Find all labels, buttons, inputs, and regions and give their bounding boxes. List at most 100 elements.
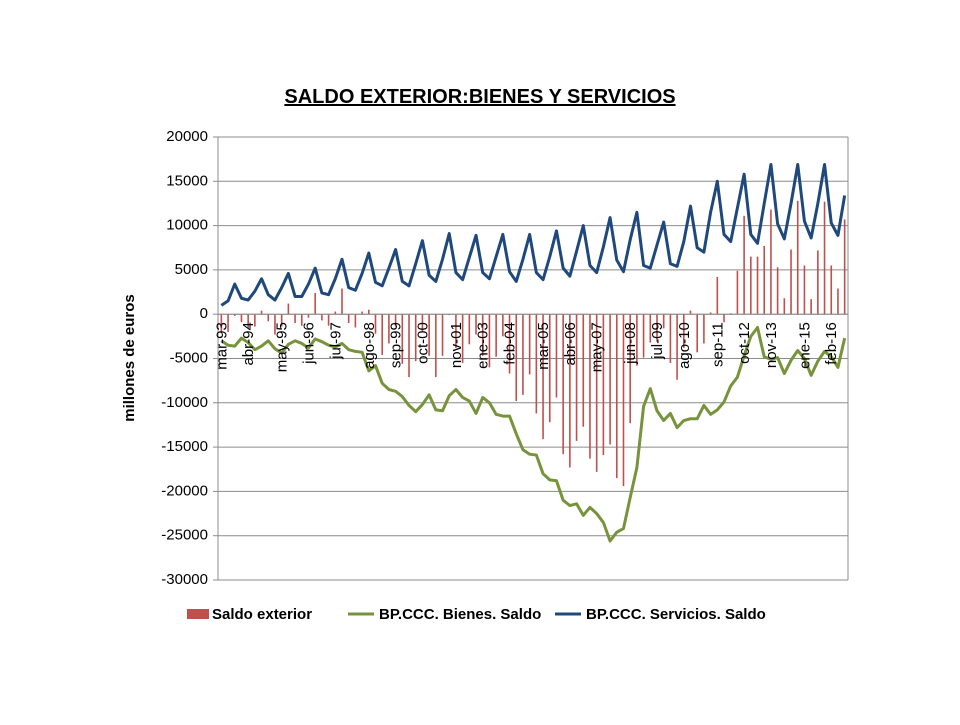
x-tick-label: ago-98 bbox=[361, 322, 378, 369]
bar bbox=[817, 250, 819, 315]
legend-label: BP.CCC. Bienes. Saldo bbox=[379, 606, 541, 623]
bar bbox=[220, 314, 223, 332]
bar bbox=[696, 314, 699, 353]
bar bbox=[595, 314, 598, 472]
y-tick-label: 0 bbox=[200, 305, 208, 322]
line-series bbox=[220, 162, 847, 307]
bar bbox=[495, 314, 497, 357]
bar bbox=[615, 314, 618, 479]
x-tick-label: mar-93 bbox=[213, 322, 230, 370]
bar bbox=[830, 265, 833, 315]
bar bbox=[374, 314, 377, 334]
y-tick-label: -15000 bbox=[161, 438, 208, 455]
x-tick-label: sep-99 bbox=[388, 322, 405, 368]
bar bbox=[254, 314, 256, 327]
bar bbox=[408, 314, 410, 378]
bar bbox=[575, 314, 578, 441]
bar bbox=[388, 314, 390, 344]
legend-label: BP.CCC. Servicios. Saldo bbox=[586, 606, 766, 623]
bar bbox=[810, 299, 812, 315]
bar bbox=[629, 314, 631, 424]
bar bbox=[354, 314, 357, 328]
x-tick-label: jul-09 bbox=[649, 322, 666, 360]
x-tick-label: feb-16 bbox=[823, 322, 840, 365]
bar bbox=[796, 200, 799, 315]
bar bbox=[703, 314, 705, 344]
bar bbox=[716, 276, 719, 315]
bar bbox=[414, 314, 417, 362]
x-tick-label: jun-08 bbox=[622, 322, 639, 365]
bar bbox=[468, 314, 471, 345]
bar bbox=[240, 314, 243, 323]
bar bbox=[803, 265, 806, 315]
bar bbox=[455, 314, 457, 348]
bar bbox=[823, 201, 826, 315]
bar bbox=[381, 314, 384, 355]
bar bbox=[689, 310, 692, 315]
y-tick-label: 10000 bbox=[166, 217, 208, 234]
x-tick-label: jun-96 bbox=[300, 322, 317, 365]
legend-swatch bbox=[187, 609, 209, 619]
bar bbox=[589, 314, 591, 459]
bar bbox=[622, 314, 625, 487]
bar bbox=[435, 314, 437, 378]
x-tick-label: abr-94 bbox=[240, 322, 257, 365]
bar bbox=[662, 314, 665, 329]
bar bbox=[649, 314, 652, 343]
x-tick-label: ene-03 bbox=[475, 322, 492, 369]
x-tick-label: sep-11 bbox=[709, 322, 726, 367]
bar bbox=[582, 314, 585, 427]
bar bbox=[475, 314, 477, 335]
bar bbox=[334, 311, 337, 315]
x-tick-label: nov-01 bbox=[448, 322, 465, 368]
bar bbox=[260, 310, 263, 315]
x-tick-label: ago-10 bbox=[676, 322, 693, 369]
bar bbox=[314, 292, 316, 315]
y-tick-label: -10000 bbox=[161, 394, 208, 411]
bar bbox=[327, 314, 330, 326]
bar bbox=[247, 314, 249, 329]
bar bbox=[555, 314, 558, 398]
y-tick-label: 20000 bbox=[166, 128, 208, 145]
x-tick-label: jul-97 bbox=[327, 322, 344, 360]
x-tick-label: ene-15 bbox=[796, 322, 813, 369]
bar bbox=[656, 314, 658, 342]
bar bbox=[461, 314, 464, 363]
bar bbox=[669, 314, 672, 363]
bar bbox=[535, 314, 538, 414]
bar bbox=[569, 314, 571, 468]
bar bbox=[441, 314, 444, 356]
y-tick-label: -25000 bbox=[161, 527, 208, 544]
bar bbox=[776, 267, 779, 315]
x-tick-label: feb-04 bbox=[502, 322, 519, 365]
bar bbox=[401, 314, 404, 364]
bar bbox=[428, 314, 430, 356]
bar bbox=[642, 314, 645, 358]
bar bbox=[488, 314, 491, 368]
bar bbox=[347, 314, 350, 324]
x-tick-label: may-95 bbox=[274, 322, 291, 372]
bar bbox=[743, 215, 745, 315]
y-tick-label: 5000 bbox=[175, 261, 208, 278]
bar bbox=[321, 314, 323, 321]
y-tick-label: -5000 bbox=[170, 349, 208, 366]
bar bbox=[394, 314, 397, 327]
bar bbox=[736, 270, 739, 315]
bar bbox=[562, 314, 564, 455]
bar bbox=[515, 314, 518, 402]
bar bbox=[280, 314, 283, 327]
bar bbox=[770, 209, 772, 315]
x-tick-label: oct-00 bbox=[414, 322, 431, 364]
bar bbox=[709, 312, 712, 315]
chart-title: SALDO EXTERIOR:BIENES Y SERVICIOS bbox=[284, 86, 675, 108]
bar bbox=[636, 314, 638, 366]
bar bbox=[783, 298, 786, 315]
y-tick-label: -20000 bbox=[161, 482, 208, 499]
bar bbox=[542, 314, 544, 440]
x-tick-label: mar-05 bbox=[535, 322, 552, 370]
bar bbox=[481, 314, 484, 356]
bar bbox=[341, 288, 343, 315]
bar bbox=[682, 314, 685, 348]
bar bbox=[528, 314, 531, 375]
